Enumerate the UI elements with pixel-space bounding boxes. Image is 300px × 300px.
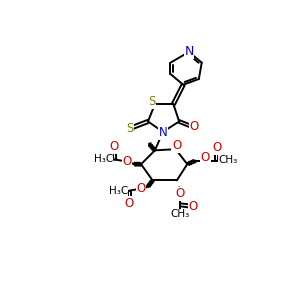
Text: O: O [136,182,146,195]
Text: CH₃: CH₃ [218,155,237,165]
Text: S: S [148,95,156,108]
Text: O: O [109,140,119,153]
Text: CH₃: CH₃ [171,208,190,219]
Text: O: O [125,197,134,210]
Text: O: O [201,152,210,164]
Text: O: O [122,155,131,168]
Text: H₃C: H₃C [109,185,128,196]
Text: N: N [184,46,194,59]
Text: N: N [159,126,167,139]
Text: O: O [189,200,198,212]
Text: O: O [190,120,199,133]
Text: H₃C: H₃C [94,154,113,164]
Text: O: O [212,141,221,154]
Text: O: O [172,140,181,152]
Text: O: O [176,187,185,200]
Text: S: S [126,122,133,135]
